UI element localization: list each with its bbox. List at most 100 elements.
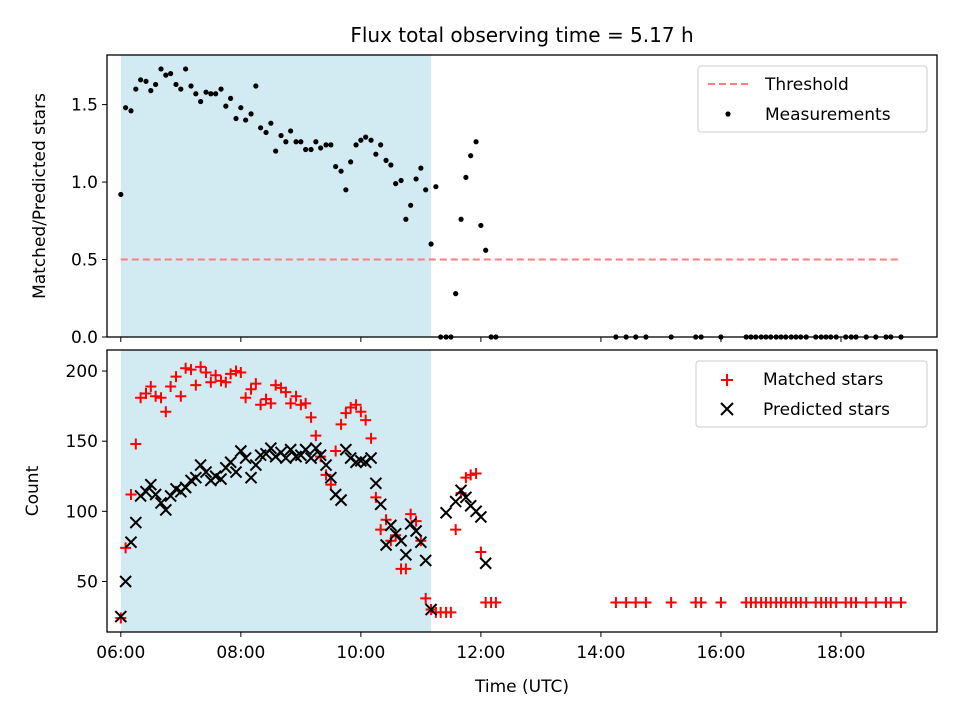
predicted-star-point xyxy=(149,488,162,501)
predicted-star-point xyxy=(404,517,417,531)
matched-star-point xyxy=(285,397,297,409)
matched-star-point xyxy=(125,489,137,501)
measurement-point xyxy=(308,146,314,153)
predicted-star-point xyxy=(389,527,402,540)
predicted-star-point xyxy=(424,603,438,616)
measurement-point xyxy=(338,168,344,174)
x-axis-label: Time (UTC) xyxy=(474,677,569,697)
matched-star-point xyxy=(445,606,457,618)
measurement-point xyxy=(278,132,284,139)
matched-star-point xyxy=(665,597,677,609)
matched-star-point xyxy=(630,597,642,609)
predicted-star-point xyxy=(474,510,488,524)
predicted-star-point xyxy=(369,477,383,490)
measurement-point xyxy=(273,148,279,154)
top-legend-box xyxy=(697,65,928,133)
matched-star-point xyxy=(620,597,632,609)
matched-star-point xyxy=(360,414,372,426)
measurement-point xyxy=(483,247,489,253)
matched-star-point xyxy=(475,546,487,558)
x-tick-label: 18:00 xyxy=(816,643,865,663)
predicted-star-point xyxy=(314,449,327,462)
y-tick-label: 200 xyxy=(66,362,98,382)
measurement-point xyxy=(223,103,229,109)
bottom-panel: 50 100 150 200 06:00 08:00 10:00 12:00 14:00 16:… xyxy=(23,349,938,697)
measurement-point xyxy=(253,83,259,89)
measurement-point xyxy=(348,159,354,165)
matched-star-point xyxy=(695,597,707,609)
measurement-point xyxy=(208,91,214,97)
measurement-point xyxy=(453,291,459,297)
predicted-star-point xyxy=(394,534,408,548)
x-tick-label: 12:00 xyxy=(456,643,505,663)
matched-star-point xyxy=(120,542,132,554)
predicted-star-point xyxy=(124,536,138,549)
predicted-star-point xyxy=(234,444,248,458)
matched-star-point xyxy=(140,387,152,399)
top-legend: Threshold Measurements xyxy=(697,65,928,133)
measurement-point xyxy=(468,153,474,159)
measurement-point xyxy=(193,91,199,97)
predicted-star-point xyxy=(189,471,203,484)
predicted-star-point xyxy=(414,536,428,549)
matched-star-point xyxy=(200,366,212,378)
x-tick-label: 16:00 xyxy=(696,643,745,663)
matched-star-point xyxy=(250,378,262,390)
matched-star-point xyxy=(350,399,362,411)
top-axes-frame xyxy=(106,54,938,338)
measurement-point xyxy=(228,95,234,101)
measurement-point xyxy=(188,83,194,89)
matched-star-point xyxy=(215,375,227,387)
matched-star-point xyxy=(145,380,157,392)
top-panel: 0.0 0.5 1.0 1.5 Matched/Predicted stars Thr… xyxy=(30,54,938,348)
matched-star-point xyxy=(800,597,812,609)
chart-title: Flux total observing time = 5.17 h xyxy=(350,23,693,47)
count-plot-area xyxy=(114,350,907,632)
measurement-point xyxy=(323,142,329,148)
measurement-point xyxy=(363,134,369,140)
matched-star-point xyxy=(235,366,247,378)
measurement-point xyxy=(143,78,149,84)
predicted-star-point xyxy=(154,496,168,510)
measurement-point xyxy=(178,86,184,92)
matched-star-point xyxy=(335,418,347,430)
bottom-legend: Matched stars Predicted stars xyxy=(695,360,928,428)
measurement-point xyxy=(238,105,244,111)
measurement-point xyxy=(403,216,409,222)
measurement-point xyxy=(258,125,264,131)
matched-star-point xyxy=(265,397,277,409)
matched-star-point xyxy=(870,597,882,609)
measurement-point xyxy=(248,111,254,117)
matched-star-point xyxy=(195,361,207,373)
measurement-point xyxy=(368,137,374,143)
predicted-star-point xyxy=(384,519,398,532)
matched-star-point xyxy=(130,438,142,450)
matched-star-point xyxy=(245,383,257,395)
measurement-point xyxy=(463,174,469,181)
matched-star-point xyxy=(895,597,907,609)
matched-star-point xyxy=(180,362,192,374)
measurement-point xyxy=(333,163,339,170)
predicted-star-point xyxy=(199,465,213,479)
x-tick-label: 10:00 xyxy=(336,643,385,663)
measurement-point xyxy=(213,91,219,97)
matched-legend-label: Matched stars xyxy=(763,370,883,390)
predicted-star-point xyxy=(284,443,297,456)
measurement-point xyxy=(153,81,159,88)
measurement-point xyxy=(388,162,394,168)
measurement-point xyxy=(398,177,404,184)
measurement-point xyxy=(373,151,379,157)
bottom-legend-box xyxy=(695,360,928,428)
matched-star-point xyxy=(370,491,382,503)
y-tick-label: 0.5 xyxy=(71,251,98,271)
predicted-star-point xyxy=(379,538,393,552)
predicted-star-point xyxy=(229,465,243,479)
threshold-legend-label: Threshold xyxy=(764,75,849,95)
matched-star-point xyxy=(240,392,252,404)
predicted-star-point xyxy=(129,516,143,529)
predicted-star-point xyxy=(144,478,158,491)
measurement-point xyxy=(163,72,169,78)
measurement-point xyxy=(413,176,419,182)
measurement-point xyxy=(128,108,134,114)
